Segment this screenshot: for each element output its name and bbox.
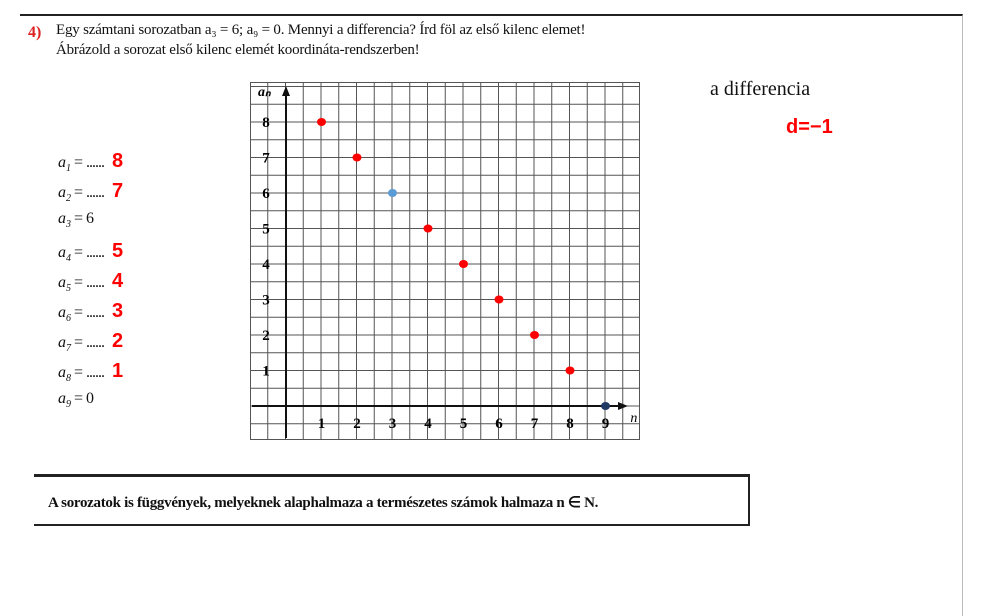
grid-border — [250, 82, 640, 440]
task-number: 4) — [28, 24, 42, 41]
y-axis-arrow — [282, 86, 290, 96]
page-frame — [20, 14, 963, 616]
y-tick-label: 2 — [262, 328, 270, 344]
term-label: a7 =...... — [58, 334, 105, 355]
x-tick-label: 9 — [602, 416, 610, 432]
term-label: a9 = 0 — [58, 390, 94, 411]
term-row: a5 =...... 4 — [58, 270, 238, 300]
data-point — [388, 189, 397, 197]
y-tick-label: 3 — [262, 293, 270, 309]
task-instruction: Ábrázold a sorozat első kilenc elemét ko… — [56, 42, 420, 58]
term-row: a2 =...... 7 — [58, 180, 238, 210]
term-row: a1 =...... 8 — [58, 150, 238, 180]
x-tick-label: 1 — [318, 416, 326, 432]
term-row: a4 =...... 5 — [58, 240, 238, 270]
term-label: a6 =...... — [58, 304, 105, 325]
term-answer: 4 — [112, 270, 124, 292]
term-row: a9 = 0 — [58, 390, 238, 420]
term-row: a7 =...... 2 — [58, 330, 238, 360]
data-point — [459, 260, 468, 268]
x-tick-label: 4 — [424, 416, 432, 432]
term-answer: 2 — [112, 330, 124, 352]
difference-answer: d=−1 — [786, 116, 833, 138]
note-box: A sorozatok is függvények, melyeknek ala… — [34, 474, 750, 526]
data-point — [530, 331, 539, 339]
term-row: a8 =...... 1 — [58, 360, 238, 390]
x-tick-label: 5 — [460, 416, 468, 432]
terms-list: a1 =...... 8 a2 =...... 7 a3 = 6 a4 =...... 5 a5 =...… — [58, 150, 238, 420]
task-question: Egy számtani sorozatban a₃ = 6; a₉ = 0. … — [56, 22, 586, 38]
y-tick-label: 4 — [262, 257, 270, 273]
y-tick-label: 7 — [262, 151, 270, 167]
data-point — [494, 295, 504, 304]
y-tick-label: 5 — [262, 222, 270, 238]
data-point — [565, 366, 575, 375]
data-point — [601, 402, 610, 410]
term-label: a5 =...... — [58, 274, 105, 295]
data-point — [423, 224, 433, 233]
x-axis-label: n — [630, 411, 637, 426]
term-row: a3 = 6 — [58, 210, 238, 240]
y-tick-label: 6 — [262, 186, 270, 202]
x-tick-label: 6 — [495, 416, 503, 432]
term-row: a6 =...... 3 — [58, 300, 238, 330]
y-tick-label: 8 — [262, 115, 270, 131]
x-tick-label: 7 — [531, 416, 539, 432]
data-point — [317, 118, 326, 126]
note-text: A sorozatok is függvények, melyeknek ala… — [48, 495, 599, 511]
y-axis-label: aₙ — [258, 85, 272, 100]
data-point — [352, 153, 362, 162]
term-answer: 8 — [112, 150, 124, 172]
term-answer: 7 — [112, 180, 124, 202]
x-tick-label: 8 — [566, 416, 574, 432]
y-tick-label: 1 — [262, 364, 270, 380]
term-answer: 1 — [112, 360, 124, 382]
term-label: a3 = 6 — [58, 210, 94, 231]
term-label: a8 =...... — [58, 364, 105, 385]
term-label: a4 =...... — [58, 244, 105, 265]
coordinate-chart: 1 2 3 4 5 6 7 8 9 1 2 3 4 5 6 7 8 n aₙ — [250, 82, 640, 440]
difference-label: a differencia — [710, 78, 811, 100]
x-tick-label: 3 — [389, 416, 397, 432]
term-label: a2 =...... — [58, 184, 105, 205]
x-tick-label: 2 — [353, 416, 361, 432]
term-answer: 3 — [112, 300, 124, 322]
x-axis-arrow — [618, 402, 628, 410]
term-answer: 5 — [112, 240, 124, 262]
term-label: a1 =...... — [58, 154, 105, 175]
